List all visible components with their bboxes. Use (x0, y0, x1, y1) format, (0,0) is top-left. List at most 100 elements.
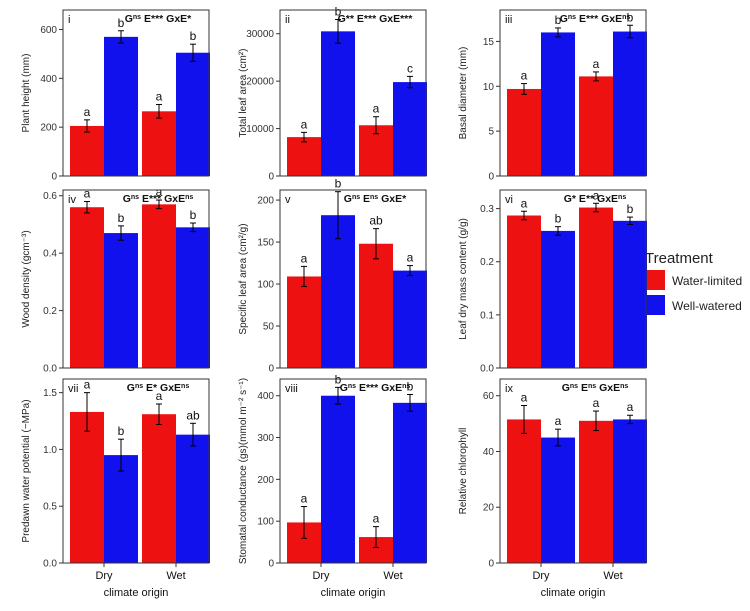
y-tick-label: 200 (40, 123, 57, 134)
x-axis-label: climate origin (321, 587, 386, 599)
panel-stats: Gns E*** GxEns (560, 13, 631, 25)
panel-label: vi (505, 194, 513, 206)
significance-letter: a (627, 400, 634, 414)
y-tick-label: 400 (257, 391, 274, 402)
significance-letter: a (593, 396, 600, 410)
significance-letter: a (593, 57, 600, 71)
y-tick-label: 60 (483, 391, 495, 402)
panel-label: ii (285, 14, 290, 26)
panel-label: iii (505, 14, 512, 26)
bar-water-limited-dry (507, 215, 541, 368)
panel-vi: 0.0 0.1 0.2 0.3 a a b b vi G* E** GxEns Leaf dry m… (458, 188, 647, 375)
panel-i: 0 200 400 600 a a b b i Gns E*** GxE* Plant height… (21, 9, 210, 183)
legend-label-water-limited: Water-limited (672, 274, 742, 288)
significance-letter: b (627, 202, 634, 216)
bar-well-watered-wet (176, 434, 210, 563)
y-tick-label: 0 (51, 172, 57, 183)
bar-well-watered-dry (104, 455, 138, 563)
y-tick-label: 0.5 (43, 502, 57, 513)
y-tick-label: 5 (488, 127, 494, 138)
bar-water-limited-wet (142, 204, 176, 368)
significance-letter: a (301, 492, 308, 506)
panel-frame (279, 189, 427, 369)
bar-well-watered-dry (541, 32, 575, 176)
panel-label: i (68, 14, 70, 26)
bar-water-limited-dry (70, 411, 104, 563)
significance-letter: a (407, 251, 414, 265)
legend-label-well-watered: Well-watered (672, 299, 742, 313)
bar-well-watered-dry (104, 233, 138, 368)
panel-label: vii (68, 383, 78, 395)
panel-frame (62, 378, 210, 564)
panel-stats: Gns Ens GxE* (344, 193, 407, 205)
panel-iv: 0.0 0.2 0.4 0.6 a a b b iv Gns E*** GxEns Wood den… (21, 185, 210, 375)
bar-water-limited-wet (142, 414, 176, 563)
x-tick-label: Dry (532, 570, 550, 582)
y-axis-label: Wood density (gcm⁻³) (21, 230, 32, 327)
bar-water-limited-dry (507, 419, 541, 563)
significance-letter: b (627, 10, 634, 24)
y-axis-label: Total leaf area (cm²) (238, 49, 249, 138)
y-tick-label: 1.0 (43, 445, 57, 456)
panel-stats: G** E*** GxE*** (338, 13, 414, 25)
y-tick-label: 300 (257, 433, 274, 444)
bar-water-limited-dry (70, 207, 104, 368)
significance-letter: a (156, 389, 163, 403)
y-tick-label: 200 (257, 196, 274, 207)
panel-frame (499, 9, 647, 177)
panel-label: viii (285, 383, 298, 395)
y-tick-label: 0 (268, 172, 274, 183)
y-axis-label: Stomatal conductance (gs)(mmol m⁻² s⁻¹) (238, 378, 249, 564)
panel-stats: Gns E*** GxE* (125, 13, 192, 25)
bar-well-watered-wet (613, 419, 647, 563)
panel-stats: Gns E*** GxEns (340, 382, 411, 394)
significance-letter: a (521, 69, 528, 83)
panel-frame (499, 378, 647, 564)
y-tick-label: 400 (40, 74, 57, 85)
significance-letter: a (301, 117, 308, 131)
significance-letter: b (555, 13, 562, 27)
bar-water-limited-dry (287, 276, 321, 368)
y-tick-label: 0.2 (43, 306, 57, 317)
significance-letter: ab (186, 408, 200, 422)
y-tick-label: 100 (257, 280, 274, 291)
bar-well-watered-wet (176, 227, 210, 368)
significance-letter: b (118, 211, 125, 225)
significance-letter: a (373, 102, 380, 116)
significance-letter: b (335, 4, 342, 18)
y-tick-label: 150 (257, 238, 274, 249)
panel-label: v (285, 194, 291, 206)
y-tick-label: 20000 (246, 77, 274, 88)
panel-frame (499, 189, 647, 369)
y-tick-label: 200 (257, 475, 274, 486)
panel-label: iv (68, 194, 76, 206)
y-tick-label: 0.2 (480, 257, 494, 268)
y-tick-label: 0.6 (43, 191, 57, 202)
panel-ii: 0 10000 20000 30000 a a b c ii G** E*** GxE*** Tot… (238, 4, 427, 183)
y-tick-label: 0.0 (43, 559, 57, 570)
panel-frame (279, 9, 427, 177)
significance-letter: a (521, 390, 528, 404)
significance-letter: a (84, 105, 91, 119)
panel-frame (62, 189, 210, 369)
bar-water-limited-dry (70, 125, 104, 176)
panel-frame (62, 9, 210, 177)
y-tick-label: 0.3 (480, 204, 494, 215)
x-tick-label: Dry (95, 570, 113, 582)
bar-well-watered-dry (321, 215, 355, 368)
panel-v: 0 50 100 150 200 a ab b a v Gns Ens GxE* Specific l… (238, 177, 427, 375)
significance-letter: b (118, 16, 125, 30)
panel-iii: 0 5 10 15 a a b b iii Gns E*** GxEns Basal diamete… (458, 9, 647, 183)
bar-well-watered-wet (393, 402, 427, 563)
bar-well-watered-wet (613, 31, 647, 176)
y-tick-label: 15 (483, 37, 495, 48)
bar-well-watered-dry (321, 31, 355, 176)
y-tick-label: 0.4 (43, 249, 57, 260)
bar-well-watered-wet (176, 52, 210, 176)
y-tick-label: 0.0 (43, 364, 57, 375)
panel-frame (279, 378, 427, 564)
panel-label: ix (505, 383, 513, 395)
y-tick-label: 0 (268, 559, 274, 570)
y-tick-label: 50 (263, 322, 275, 333)
